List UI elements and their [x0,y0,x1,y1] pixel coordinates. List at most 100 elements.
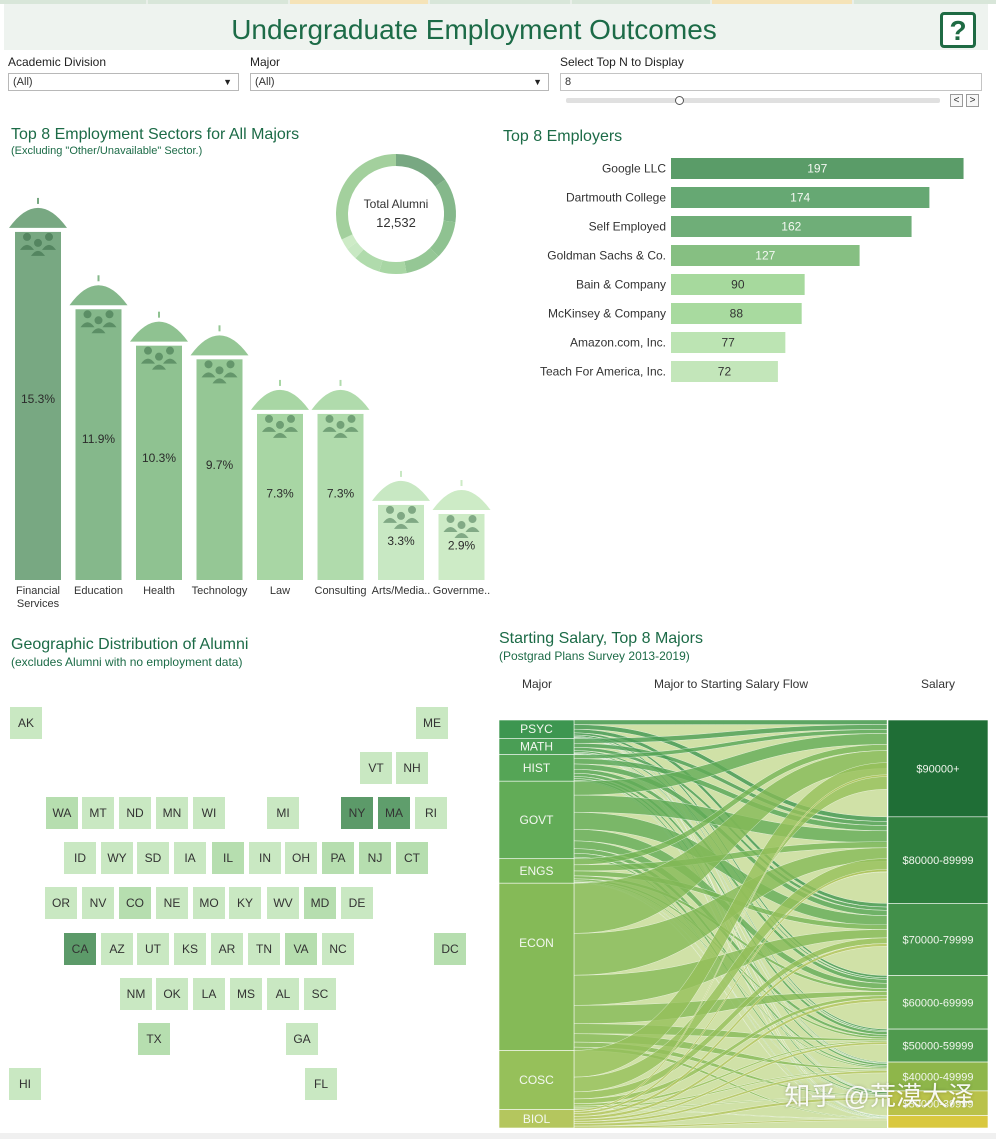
sector-bar-group-technology[interactable]: 9.7% Technology [190,325,249,597]
sector-bar[interactable] [75,309,122,580]
salary-node[interactable] [887,719,988,818]
major-node-psyc[interactable]: PSYC [499,719,575,739]
major-node[interactable] [499,754,575,782]
state-tile-mo[interactable]: MO [193,887,225,919]
employer-bar[interactable] [671,245,860,266]
salary-node-30000-39999[interactable]: $30000-39999 [887,1090,988,1116]
donut-slice-financial-services[interactable] [395,154,446,187]
state-tile-nh[interactable]: NH [396,752,428,784]
salary-node-50000-59999[interactable]: $50000-59999 [887,1028,988,1063]
sector-bar-group-education[interactable]: 11.9% Education [69,275,128,597]
state-tile-ok[interactable]: OK [156,978,188,1010]
state-tile-il[interactable]: IL [212,842,244,874]
employer-row-mckinsey-company[interactable]: McKinsey & Company 88 [548,303,802,324]
major-node[interactable] [499,1109,575,1129]
state-tile-ut[interactable]: UT [137,933,169,965]
state-tile-wy[interactable]: WY [101,842,133,874]
donut-slice-government[interactable] [341,234,358,249]
state-tile-hi[interactable]: HI [9,1068,41,1100]
state-tile-me[interactable]: ME [416,707,448,739]
donut-slice-education[interactable] [435,179,456,223]
sector-bar-group-consulting[interactable]: 7.3% Consulting [311,379,370,597]
state-tile-ga[interactable]: GA [286,1023,318,1055]
salary-node-80000-89999[interactable]: $80000-89999 [887,816,988,904]
donut-slice-consulting[interactable] [355,249,383,272]
salary-node-below-30000[interactable] [887,1115,988,1129]
state-tile-vt[interactable]: VT [360,752,392,784]
sector-bar-group-governme[interactable]: 2.9% Governme.. [432,480,491,597]
salary-node[interactable] [887,816,988,904]
state-tile-sc[interactable]: SC [304,978,336,1010]
employer-bar[interactable] [671,216,912,237]
employer-bar[interactable] [671,274,805,295]
major-node[interactable] [499,1050,575,1110]
state-tile-ar[interactable]: AR [211,933,243,965]
state-tile-tn[interactable]: TN [248,933,280,965]
state-tile-dc[interactable]: DC [434,933,466,965]
state-tile-tx[interactable]: TX [138,1023,170,1055]
state-tile-wv[interactable]: WV [267,887,299,919]
state-tile-va[interactable]: VA [285,933,317,965]
major-node[interactable] [499,780,575,860]
salary-node[interactable] [887,903,988,976]
salary-node-60000-69999[interactable]: $60000-69999 [887,975,988,1030]
sector-bar-group-health[interactable]: 10.3% Health [130,311,188,597]
major-node-hist[interactable]: HIST [499,754,575,782]
topn-slider-track[interactable] [566,98,940,103]
donut-slice-arts-media[interactable] [347,241,364,259]
employer-row-goldman-sachs-co[interactable]: Goldman Sachs & Co. 127 [547,245,860,266]
donut-slice-technology[interactable] [404,247,439,274]
state-tile-al[interactable]: AL [267,978,299,1010]
employer-row-amazon-com-inc[interactable]: Amazon.com, Inc. 77 [570,332,786,353]
state-tile-co[interactable]: CO [119,887,151,919]
state-tile-az[interactable]: AZ [101,933,133,965]
state-tile-pa[interactable]: PA [322,842,354,874]
salary-node[interactable] [887,1028,988,1063]
salary-node[interactable] [887,1061,988,1092]
employer-row-google-llc[interactable]: Google LLC 197 [602,158,964,179]
donut-slice-health[interactable] [429,220,456,257]
state-tile-ri[interactable]: RI [415,797,447,829]
state-tile-fl[interactable]: FL [305,1068,337,1100]
state-tile-nv[interactable]: NV [82,887,114,919]
employer-row-bain-company[interactable]: Bain & Company 90 [576,274,805,295]
division-select[interactable]: (All) ▼ [8,73,239,91]
sector-bar-group-arts-media[interactable]: 3.3% Arts/Media.. [372,470,431,597]
employer-bar[interactable] [671,361,778,382]
state-tile-ca[interactable]: CA [64,933,96,965]
state-tile-ia[interactable]: IA [174,842,206,874]
sector-bar[interactable] [317,413,364,580]
major-node-govt[interactable]: GOVT [499,780,575,860]
state-tile-sd[interactable]: SD [137,842,169,874]
salary-node-40000-49999[interactable]: $40000-49999 [887,1061,988,1092]
salary-node[interactable] [887,975,988,1030]
state-tile-id[interactable]: ID [64,842,96,874]
salary-node[interactable] [887,1115,988,1129]
employer-row-self-employed[interactable]: Self Employed 162 [589,216,912,237]
major-node-cosc[interactable]: COSC [499,1050,575,1110]
help-icon[interactable]: ? [940,12,976,48]
employer-bar[interactable] [671,187,930,208]
sector-bar-group-law[interactable]: 7.3% Law [251,379,309,597]
major-node-math[interactable]: MATH [499,738,575,755]
topn-slider-handle[interactable] [675,96,684,105]
donut-slice-law[interactable] [379,260,407,274]
sector-bar[interactable] [438,514,485,580]
state-tile-ny[interactable]: NY [341,797,373,829]
employer-bar[interactable] [671,158,964,179]
major-node-econ[interactable]: ECON [499,882,575,1051]
state-tile-oh[interactable]: OH [285,842,317,874]
state-tile-nc[interactable]: NC [322,933,354,965]
employer-bar[interactable] [671,303,802,324]
major-node[interactable] [499,882,575,1051]
state-tile-ak[interactable]: AK [10,707,42,739]
major-node-engs[interactable]: ENGS [499,858,575,884]
state-tile-ky[interactable]: KY [229,887,261,919]
state-tile-de[interactable]: DE [341,887,373,919]
state-tile-ne[interactable]: NE [156,887,188,919]
state-tile-nj[interactable]: NJ [359,842,391,874]
employer-row-dartmouth-college[interactable]: Dartmouth College 174 [566,187,930,208]
state-tile-ct[interactable]: CT [396,842,428,874]
topn-input[interactable]: 8 [560,73,982,91]
state-tile-nm[interactable]: NM [120,978,152,1010]
